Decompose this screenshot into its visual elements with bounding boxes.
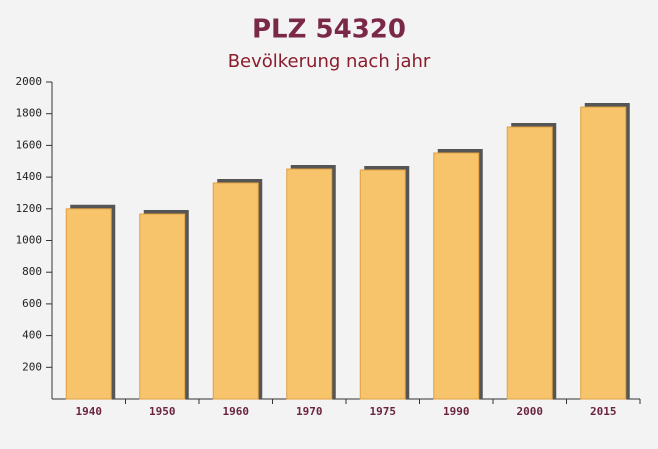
y-tick-label: 600	[22, 297, 42, 310]
x-tick-label: 2000	[517, 405, 544, 418]
bar	[65, 208, 112, 400]
y-tick-label: 1200	[16, 202, 43, 215]
y-tick-label: 2000	[16, 75, 43, 88]
x-tick-label: 1990	[443, 405, 470, 418]
x-tick-label: 1970	[296, 405, 323, 418]
y-tick-label: 1000	[16, 234, 43, 247]
y-tick-label: 200	[22, 360, 42, 373]
x-tick-label: 1950	[149, 405, 176, 418]
y-tick-label: 800	[22, 265, 42, 278]
bar	[212, 182, 259, 400]
chart-subtitle: Bevölkerung nach jahr	[228, 51, 431, 72]
chart-title: PLZ 54320	[252, 15, 406, 45]
y-tick-label: 400	[22, 329, 42, 342]
y-tick-label: 1600	[16, 138, 43, 151]
bar	[286, 168, 333, 400]
bar	[506, 126, 553, 400]
x-tick-label: 2015	[590, 405, 617, 418]
bar	[433, 152, 480, 400]
bar	[580, 106, 627, 400]
y-tick-label: 1800	[16, 107, 43, 120]
x-tick-label: 1940	[76, 405, 103, 418]
x-tick-label: 1975	[370, 405, 397, 418]
y-tick-label: 1400	[16, 170, 43, 183]
bar	[359, 169, 406, 400]
x-tick-label: 1960	[223, 405, 250, 418]
bar	[139, 213, 186, 400]
